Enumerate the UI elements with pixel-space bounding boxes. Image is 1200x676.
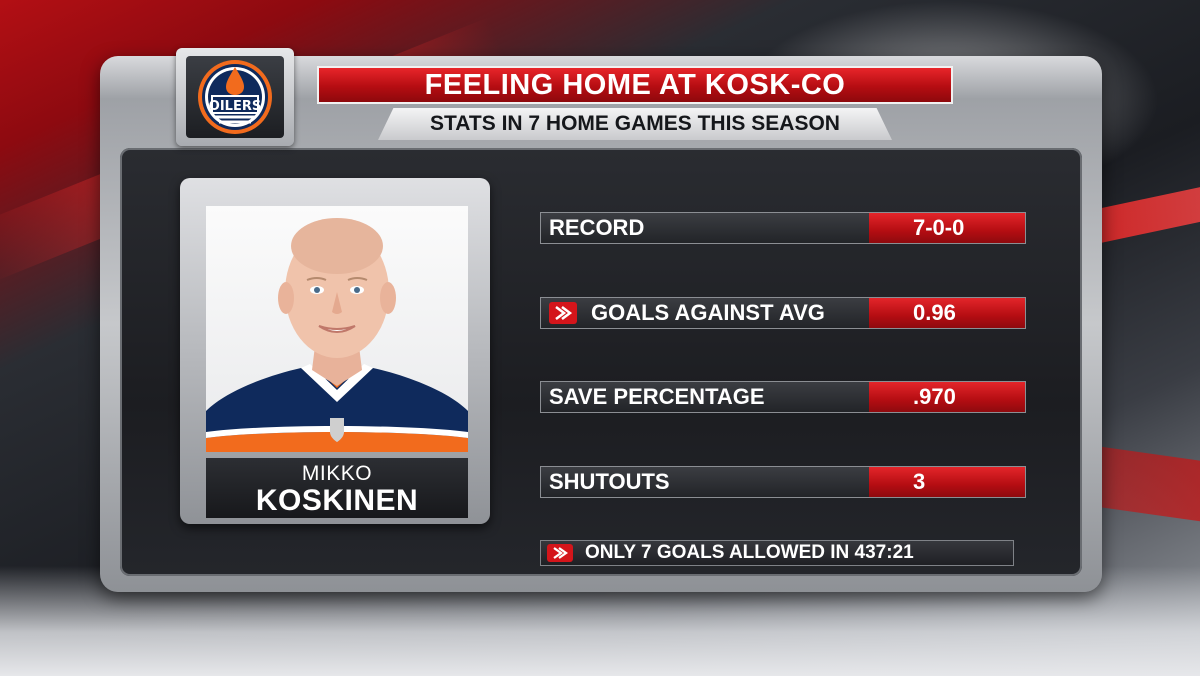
- oilers-logo-icon: OILERS: [198, 60, 272, 134]
- player-last-name: KOSKINEN: [255, 484, 419, 517]
- stat-value: 7-0-0: [869, 213, 1025, 243]
- stat-row-record: RECORD 7-0-0: [540, 212, 1026, 244]
- stat-value: 3: [869, 467, 1025, 497]
- chevron-right-icon: [549, 302, 577, 324]
- stat-label: RECORD: [549, 215, 645, 240]
- stat-row-save-percentage: SAVE PERCENTAGE .970: [540, 381, 1026, 413]
- stat-note: ONLY 7 GOALS ALLOWED IN 437:21: [540, 540, 1014, 566]
- player-name-plate: MIKKO KOSKINEN: [206, 458, 468, 518]
- team-logo-box: OILERS: [176, 48, 294, 146]
- stat-row-goals-against-avg: GOALS AGAINST AVG 0.96: [540, 297, 1026, 329]
- stat-value: 0.96: [869, 298, 1025, 328]
- logo-text: OILERS: [209, 99, 261, 114]
- stat-label: SHUTOUTS: [549, 469, 670, 494]
- chevron-right-icon: [547, 544, 573, 562]
- stat-label: SAVE PERCENTAGE: [549, 384, 765, 409]
- player-headshot-image: [206, 218, 468, 452]
- stat-label: GOALS AGAINST AVG: [591, 300, 825, 325]
- graphic-title: FEELING HOME AT KOSK-CO: [317, 66, 953, 104]
- player-photo: [206, 206, 468, 452]
- stat-note-text: ONLY 7 GOALS ALLOWED IN 437:21: [585, 542, 914, 563]
- stat-value: .970: [869, 382, 1025, 412]
- player-first-name: MIKKO: [301, 462, 373, 485]
- stat-row-shutouts: SHUTOUTS 3: [540, 466, 1026, 498]
- graphic-subtitle: STATS IN 7 HOME GAMES THIS SEASON: [378, 108, 892, 140]
